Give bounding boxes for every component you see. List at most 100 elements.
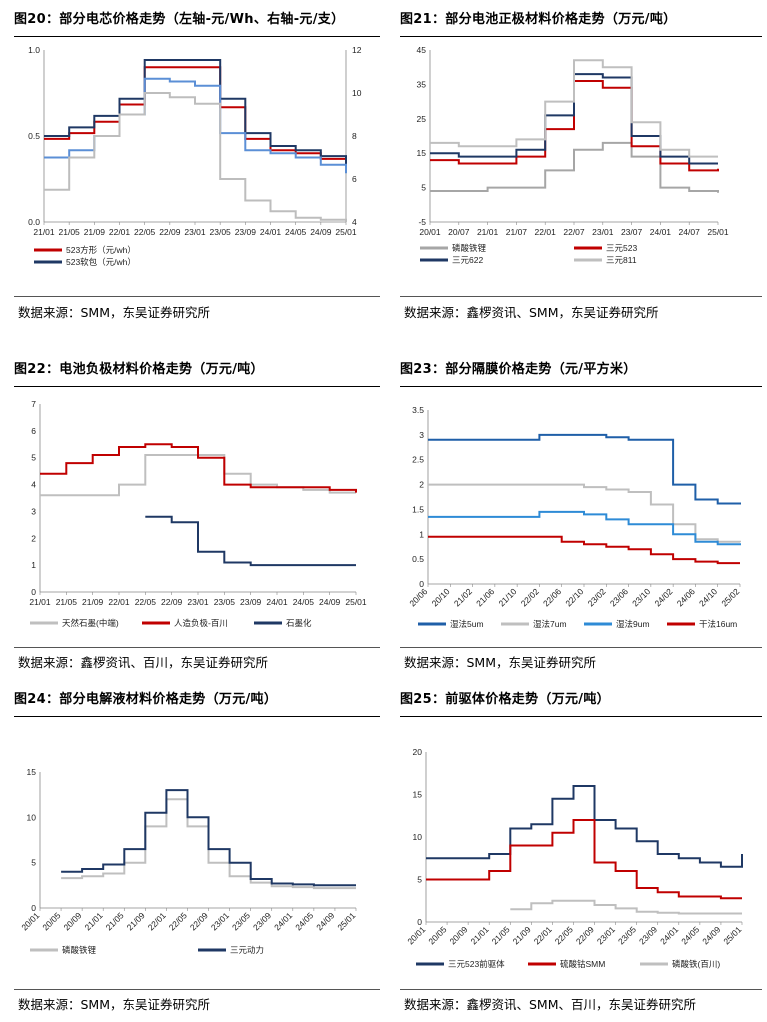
x-tick-label: 22/01 xyxy=(108,597,130,607)
legend-label: 三元动力 xyxy=(230,945,264,955)
series-line-2 xyxy=(510,899,742,915)
panel-separator: 图23：部分隔膜价格走势（元/平方米） 0 0.5 1 1.5 2 2.5 3 3.5 20/0… xyxy=(400,352,762,682)
x-tick-label: 21/05 xyxy=(56,597,78,607)
series-line-1 xyxy=(426,819,742,900)
y-tick-label: 2.5 xyxy=(412,455,424,465)
y2-tick-label: 8 xyxy=(352,131,357,141)
y-tick-label: 5 xyxy=(31,858,36,868)
legend-label: 湿法5um xyxy=(450,619,484,629)
x-tick-label: 25/01 xyxy=(721,924,743,946)
x-tick-label: 24/01 xyxy=(658,924,680,946)
legend-label: 湿法9um xyxy=(616,619,650,629)
y-tick-label: 45 xyxy=(417,45,427,55)
y-tick-label: 4 xyxy=(31,480,36,490)
series-line-2 xyxy=(44,77,347,174)
y2-tick-label: 6 xyxy=(352,174,357,184)
y-tick-label: 15 xyxy=(417,148,427,158)
source-note: 数据来源：SMM，东吴证券研究所 xyxy=(18,305,211,320)
x-tick-label: 24/05 xyxy=(679,924,701,946)
x-tick-label: 23/02 xyxy=(586,586,608,608)
x-tick-label: 25/01 xyxy=(345,597,367,607)
y-tick-label: 1.0 xyxy=(28,45,40,55)
x-tick-label: 22/10 xyxy=(563,586,585,608)
x-tick-label: 22/09 xyxy=(159,227,181,237)
x-tick-label: 21/01 xyxy=(82,910,104,932)
legend-label: 湿法7um xyxy=(533,619,567,629)
y-tick-label: 3 xyxy=(419,430,424,440)
legend-label: 磷酸铁(百川) xyxy=(672,959,720,969)
x-tick-label: 22/01 xyxy=(146,910,168,932)
series-line-0 xyxy=(430,141,719,193)
legend-label: 磷酸铁锂 xyxy=(62,945,97,955)
x-tick-label: 24/05 xyxy=(285,227,307,237)
y-tick-label: 0 xyxy=(31,903,36,913)
series-line-0 xyxy=(426,785,743,868)
y-tick-label: 5 xyxy=(421,183,426,193)
x-tick-label: 24/09 xyxy=(319,597,341,607)
y-tick-label: 1 xyxy=(419,529,424,539)
x-tick-label: 21/09 xyxy=(125,910,147,932)
x-tick-label: 20/09 xyxy=(61,910,83,932)
legend-label: 硫酸钴SMM xyxy=(560,959,605,969)
x-tick-label: 24/09 xyxy=(314,910,336,932)
x-tick-label: 22/01 xyxy=(109,227,131,237)
series-line-1 xyxy=(430,80,719,172)
x-tick-label: 23/09 xyxy=(637,924,659,946)
x-tick-label: 22/02 xyxy=(519,586,541,608)
chart-svg: 0 0.5 1 1.5 2 2.5 3 3.5 20/06 20/10 21/02 21/06 21/1… xyxy=(407,405,741,629)
x-tick-label: 22/05 xyxy=(134,227,156,237)
series-line-1 xyxy=(40,443,357,493)
x-tick-label: 24/05 xyxy=(293,597,315,607)
x-tick-label: 23/05 xyxy=(214,597,236,607)
x-tick-label: 21/01 xyxy=(29,597,51,607)
x-tick-label: 24/05 xyxy=(293,910,315,932)
series-line-3 xyxy=(430,59,718,158)
y-tick-label: 5 xyxy=(417,875,422,885)
series-line-0 xyxy=(428,433,741,505)
x-tick-label: 24/09 xyxy=(700,924,722,946)
y2-tick-label: 4 xyxy=(352,217,357,227)
x-tick-label: 21/01 xyxy=(33,227,55,237)
x-tick-label: 23/09 xyxy=(251,910,273,932)
y-tick-label: 2 xyxy=(31,533,36,543)
x-tick-label: 20/09 xyxy=(447,924,469,946)
panel-electrolyte: 图24：部分电解液材料价格走势（万元/吨） 0 5 10 15 20/01 20/05 20… xyxy=(14,684,380,1022)
x-tick-label: 24/10 xyxy=(697,586,719,608)
x-tick-label: 22/07 xyxy=(563,227,585,237)
source-note: 数据来源：SMM，东吴证券研究所 xyxy=(404,655,597,670)
x-tick-label: 21/02 xyxy=(452,586,474,608)
x-tick-label: 21/05 xyxy=(59,227,81,237)
x-tick-label: 23/07 xyxy=(621,227,643,237)
x-tick-label: 24/09 xyxy=(310,227,332,237)
panel-precursor: 图25：前驱体价格走势（万元/吨） 0 5 10 15 20 20/01 20/05 20/0… xyxy=(400,684,762,1022)
x-tick-label: 21/05 xyxy=(490,924,512,946)
y-tick-label: 20 xyxy=(413,747,423,757)
x-tick-label: 25/01 xyxy=(707,227,729,237)
x-tick-label: 24/01 xyxy=(650,227,672,237)
x-tick-label: 23/01 xyxy=(209,910,231,932)
series-line-1 xyxy=(428,483,741,543)
x-tick-label: 24/01 xyxy=(266,597,288,607)
x-tick-label: 21/06 xyxy=(474,586,496,608)
x-tick-label: 22/09 xyxy=(188,910,210,932)
legend-label: 三元523 xyxy=(606,243,637,253)
x-tick-label: 23/09 xyxy=(240,597,262,607)
x-tick-label: 23/05 xyxy=(616,924,638,946)
x-tick-label: 22/05 xyxy=(135,597,157,607)
y-tick-label: 10 xyxy=(413,832,423,842)
x-tick-label: 24/01 xyxy=(272,910,294,932)
x-tick-label: 20/01 xyxy=(419,227,441,237)
x-tick-label: 22/09 xyxy=(161,597,183,607)
series-line-1 xyxy=(44,59,347,165)
series-line-2 xyxy=(428,510,741,546)
chart-svg: -5 5 15 25 35 45 20/01 20/07 21/01 21/07 22/01 22/0… xyxy=(417,45,729,265)
chart-title: 图24：部分电解液材料价格走势（万元/吨） xyxy=(14,692,278,707)
x-tick-label: 22/01 xyxy=(535,227,557,237)
chart-svg: 0 1 2 3 4 5 6 7 21/01 21/05 21/09 22/01 22/05 22/09 23… xyxy=(29,399,367,628)
x-tick-label: 23/01 xyxy=(187,597,209,607)
x-tick-label: 20/10 xyxy=(430,586,452,608)
x-tick-label: 24/01 xyxy=(260,227,282,237)
x-tick-label: 23/01 xyxy=(595,924,617,946)
x-tick-label: 20/06 xyxy=(407,586,429,608)
y-tick-label: 1.5 xyxy=(412,504,424,514)
